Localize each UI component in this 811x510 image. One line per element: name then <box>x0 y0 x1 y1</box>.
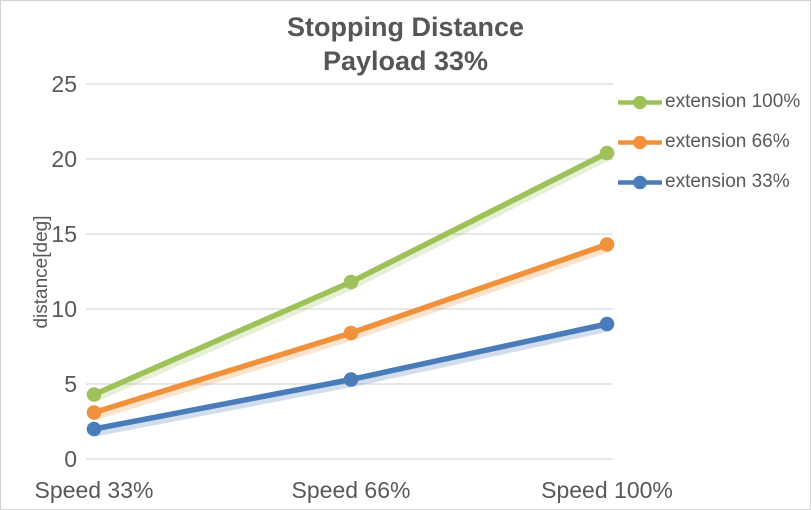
x-axis-label: Speed 66% <box>292 477 411 503</box>
legend-item: extension 66% <box>618 130 800 154</box>
y-tick-label: 0 <box>64 446 77 472</box>
data-point-marker <box>343 325 359 341</box>
data-point-marker <box>343 372 359 387</box>
data-point-marker <box>86 387 102 402</box>
x-axis-label: Speed 33% <box>35 477 154 503</box>
data-point-marker <box>86 421 102 437</box>
legend-line-marker-icon <box>618 95 662 109</box>
legend-label: extension 66% <box>665 131 790 152</box>
legend-dot <box>633 135 647 149</box>
legend-dot <box>633 95 647 109</box>
data-point-marker <box>599 316 615 332</box>
data-point-marker <box>343 274 359 290</box>
data-point-marker <box>599 145 615 161</box>
legend-line-marker-icon <box>618 175 662 189</box>
legend-line-marker-icon <box>618 135 662 149</box>
y-tick-label: 20 <box>51 146 77 172</box>
legend-label: extension 33% <box>665 171 790 192</box>
legend: extension 100% extension 66% extension 33% <box>618 90 800 210</box>
chart-title: Stopping Distance Payload 33% <box>1 10 810 78</box>
chart-title-line1: Stopping Distance <box>286 12 524 42</box>
legend-label: extension 100% <box>665 91 801 112</box>
y-tick-label: 5 <box>64 371 77 397</box>
legend-item: extension 33% <box>618 170 800 194</box>
legend-dot <box>633 175 647 189</box>
data-point-marker <box>599 237 615 252</box>
chart-title-line2: Payload 33% <box>322 46 489 76</box>
y-tick-label: 10 <box>51 296 77 322</box>
y-tick-label: 15 <box>51 221 77 247</box>
x-axis-label: Speed 100% <box>541 477 673 503</box>
legend-item: extension 100% <box>618 90 800 114</box>
data-point-marker <box>86 405 102 420</box>
y-tick-label: 25 <box>51 71 77 97</box>
